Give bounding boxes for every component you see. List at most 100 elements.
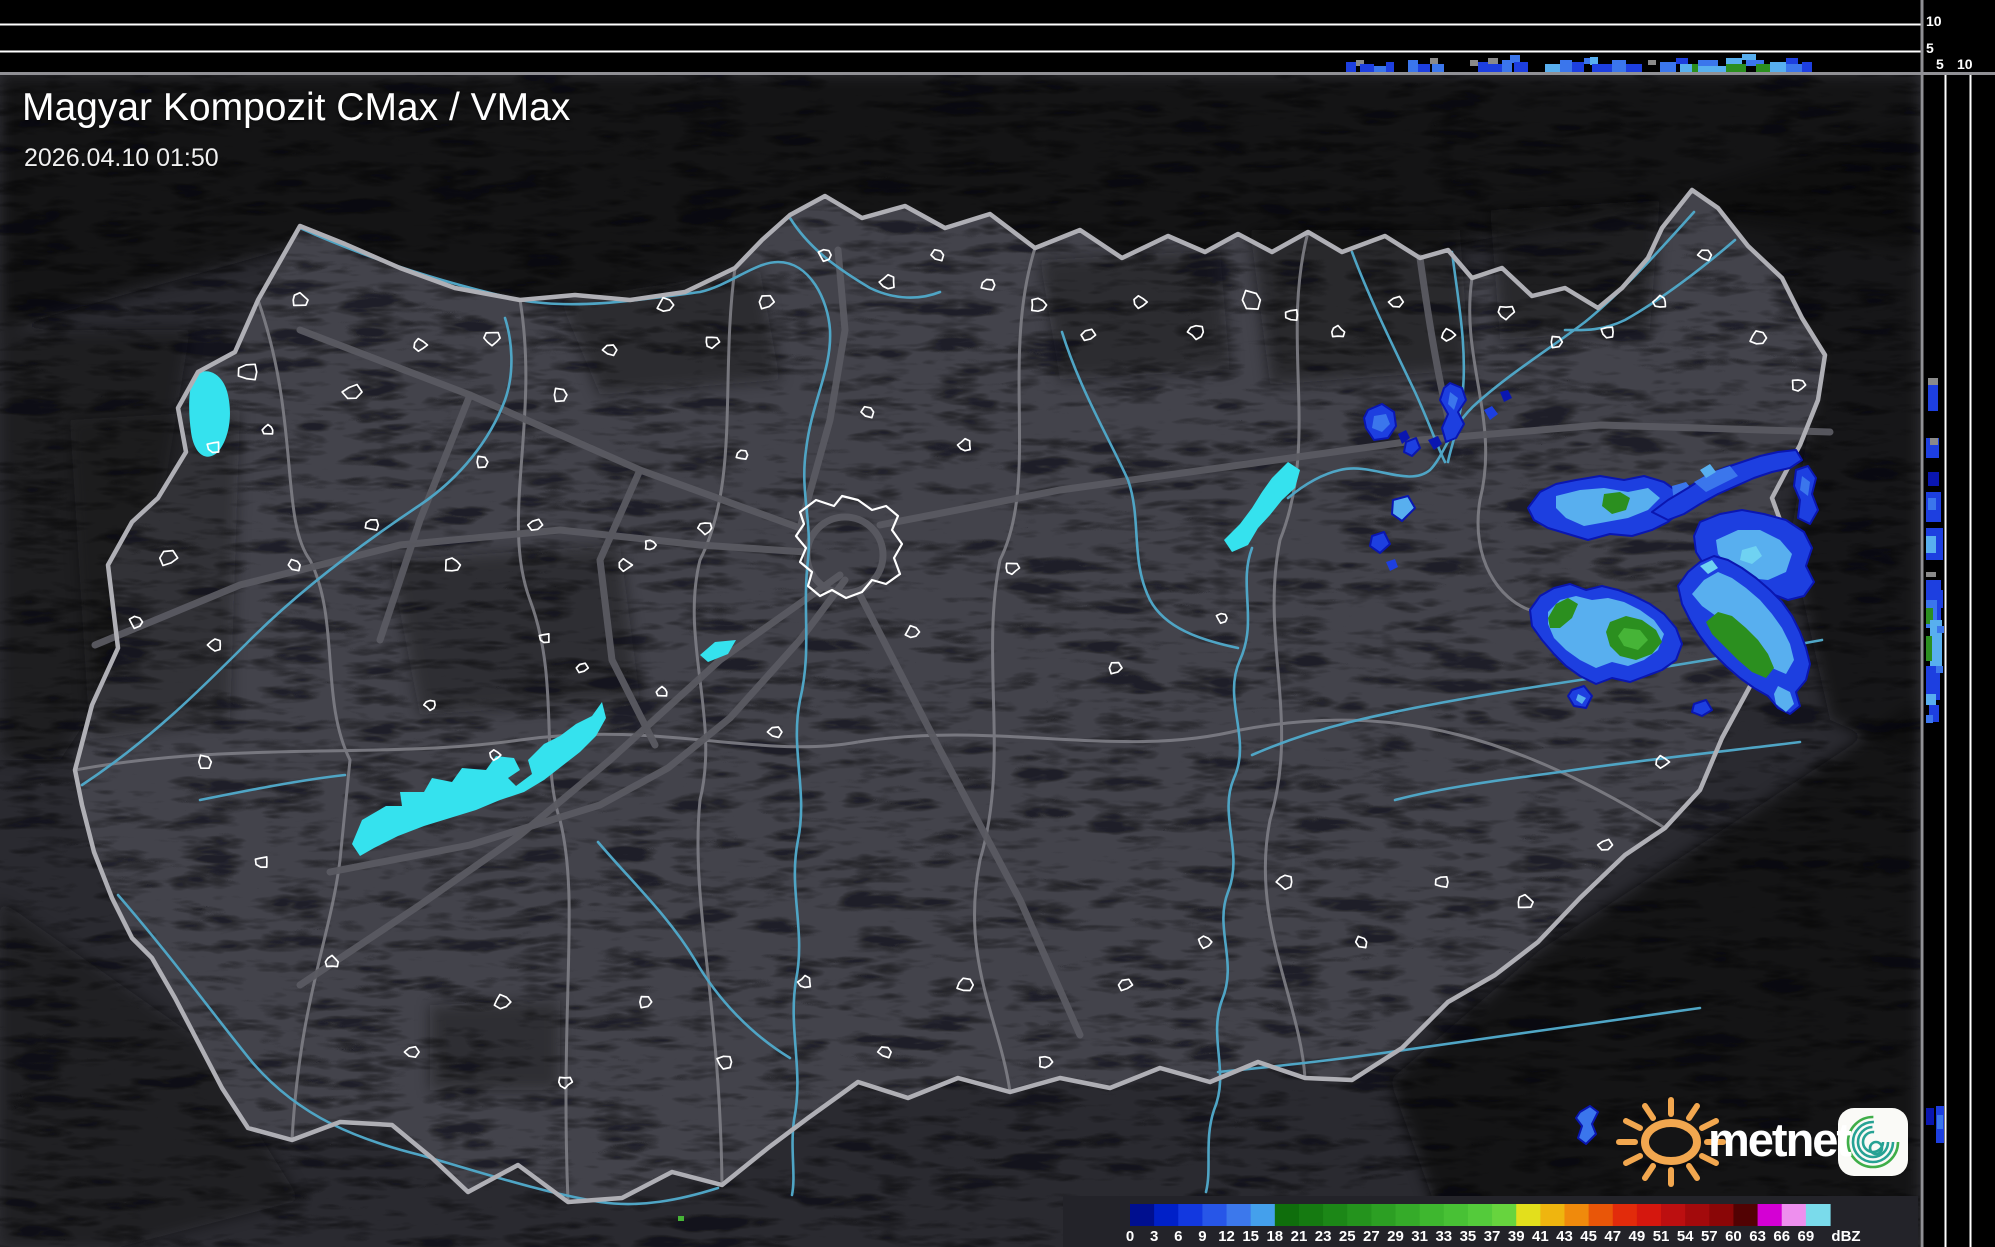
- city-outline: [860, 405, 875, 419]
- legend-label: 12: [1218, 1228, 1235, 1245]
- city-outline: [489, 749, 502, 762]
- legend-label: 3: [1150, 1228, 1158, 1245]
- legend-label: 6: [1174, 1228, 1182, 1245]
- city-outline: [158, 549, 179, 567]
- echo-pixel: [1770, 62, 1786, 72]
- legend-cell: [1757, 1204, 1783, 1226]
- echo-pixel: [1502, 60, 1512, 72]
- legend-label: 41: [1532, 1228, 1549, 1245]
- echo-blob: [1700, 560, 1718, 574]
- city-outline: [1241, 289, 1262, 310]
- city-outline: [735, 449, 749, 460]
- legend-cell: [1685, 1204, 1710, 1226]
- echo-pixel: [1786, 58, 1798, 64]
- city-outline: [538, 633, 550, 644]
- legend-label: 60: [1725, 1228, 1742, 1245]
- city-outline: [292, 291, 309, 307]
- echo-pixel: [1374, 66, 1386, 72]
- echo-pixel: [1612, 60, 1626, 72]
- legend-cell: [1323, 1204, 1348, 1226]
- city-outline: [1596, 838, 1614, 851]
- echo-blob: [1602, 492, 1630, 514]
- legend-cell: [1661, 1204, 1686, 1226]
- lake-tisza: [1224, 462, 1300, 552]
- echo-pixel: [1726, 58, 1742, 64]
- top-axis-label-10km: 10: [1926, 13, 1942, 29]
- echo-blob: [1576, 694, 1586, 704]
- legend-label: 29: [1387, 1228, 1404, 1245]
- echo-pixel: [1478, 62, 1488, 72]
- echo-pixel: [1926, 1108, 1934, 1125]
- echo-pixel: [1648, 60, 1656, 65]
- echo-pixel: [1386, 62, 1394, 72]
- city-outline: [413, 337, 429, 353]
- echo-pixel: [1926, 715, 1933, 723]
- city-outline: [1330, 324, 1346, 338]
- echo-pixel: [1346, 62, 1356, 72]
- echo-pixel: [1929, 705, 1939, 722]
- city-outline: [796, 974, 812, 989]
- lake-ferto: [189, 371, 230, 457]
- city-outline: [1197, 935, 1213, 950]
- echo-blob: [1398, 430, 1410, 444]
- echo-blob: [1448, 392, 1458, 410]
- echo-pixel: [1698, 66, 1726, 72]
- legend-label: 57: [1701, 1228, 1718, 1245]
- city-outline: [655, 685, 668, 697]
- echo-pixel: [1470, 60, 1478, 66]
- city-outline: [644, 539, 658, 551]
- legend-label: 47: [1604, 1228, 1621, 1245]
- sun-icon: [1616, 1097, 1726, 1187]
- radar-echoes: [678, 382, 1819, 1221]
- legend-label: 35: [1460, 1228, 1477, 1245]
- city-outline: [1749, 330, 1768, 345]
- echo-blob: [1694, 466, 1738, 492]
- city-outline: [766, 726, 783, 739]
- legend-label: 33: [1435, 1228, 1452, 1245]
- hungary-border: [72, 187, 1828, 1205]
- legend-label: 69: [1798, 1228, 1815, 1245]
- city-outline: [422, 699, 436, 712]
- echo-blob: [1575, 1105, 1599, 1145]
- echo-blob: [1691, 699, 1713, 717]
- echo-blob: [1372, 414, 1390, 432]
- city-outline: [341, 383, 363, 400]
- echo-pixel: [1937, 626, 1944, 633]
- echo-blob: [1692, 572, 1794, 674]
- legend-label: 0: [1126, 1228, 1134, 1245]
- echo-pixel: [1936, 666, 1943, 673]
- echo-pixel: [1660, 62, 1676, 72]
- legend-label: 63: [1749, 1228, 1766, 1245]
- city-outline: [956, 977, 975, 992]
- metnet-logo: [1616, 1097, 1908, 1187]
- city-outline: [1517, 893, 1534, 909]
- echo-blob: [1369, 531, 1391, 554]
- city-outline: [904, 624, 921, 639]
- echo-pixel: [1746, 60, 1764, 66]
- legend-label: 37: [1484, 1228, 1501, 1245]
- echo-pixel: [1928, 385, 1938, 411]
- city-outline: [1215, 612, 1228, 625]
- city-outline: [1275, 874, 1293, 891]
- echo-pixel: [1680, 64, 1698, 72]
- legend-cell: [1467, 1204, 1493, 1226]
- legend-cell: [1226, 1204, 1252, 1226]
- city-outline: [1030, 297, 1048, 313]
- echo-pixel: [1937, 1115, 1943, 1129]
- echo-pixel: [1926, 694, 1936, 705]
- city-outline: [553, 387, 568, 403]
- city-outline: [758, 294, 776, 310]
- legend-label: 31: [1411, 1228, 1428, 1245]
- legend-label: 9: [1198, 1228, 1206, 1245]
- legend-unit-label: dBZ: [1831, 1228, 1860, 1245]
- echo-pixel: [1802, 62, 1812, 72]
- legend-label: 45: [1580, 1228, 1597, 1245]
- legend-cell: [1202, 1204, 1228, 1226]
- right-cross-section-echoes: [1926, 378, 1944, 1143]
- city-outline: [1387, 295, 1405, 308]
- city-outline: [656, 296, 675, 313]
- echo-pixel: [1926, 666, 1940, 700]
- dbz-legend: 0 3 6 9 12 15 18 21 23 25 27 29 31 33 35 37 39 41 43 45 47 49…: [1063, 1196, 1918, 1247]
- city-outline: [483, 331, 501, 347]
